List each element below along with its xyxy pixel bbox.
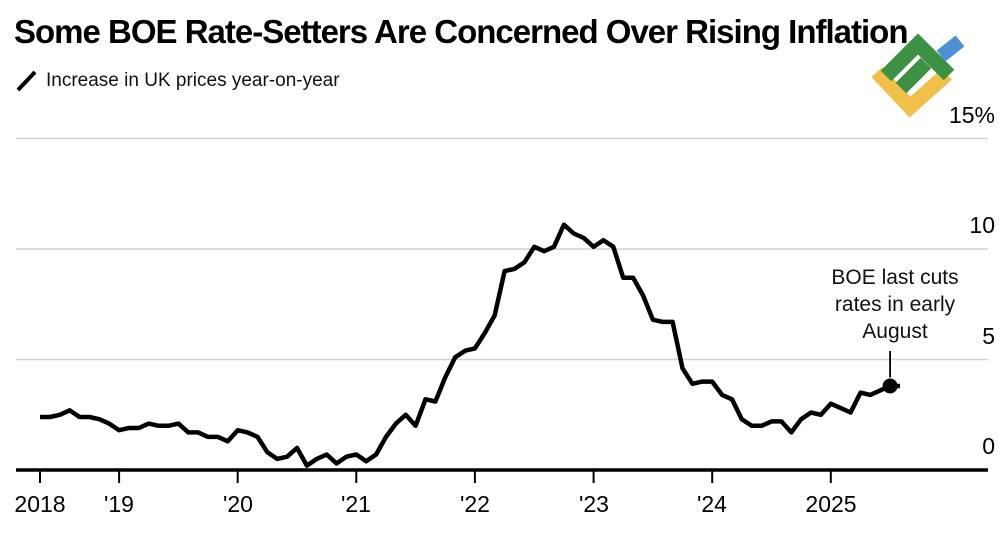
annotation-line-3: August — [862, 320, 928, 343]
latest-point-dot — [882, 378, 898, 394]
y-axis-label: 0 — [982, 433, 995, 459]
annotation-boe-rate-cut: BOE last cuts rates in early August — [793, 264, 997, 345]
page-title: Some BOE Rate-Setters Are Concerned Over… — [14, 13, 908, 50]
x-axis-label: 2018 — [14, 491, 66, 517]
legend-line-icon — [16, 70, 37, 92]
logo-green-bar — [895, 57, 932, 94]
x-axis-label: '21 — [341, 491, 371, 517]
x-axis-label: '19 — [104, 491, 134, 517]
annotation-line-2: rates in early — [834, 293, 956, 316]
inflation-series-line — [40, 222, 900, 468]
litefinance-logo — [871, 33, 965, 118]
logo-blue-tip — [936, 35, 965, 62]
x-axis-label: '20 — [223, 491, 253, 517]
logo-green-chevron — [880, 33, 955, 82]
y-axis-label: 10 — [969, 212, 995, 238]
x-axis-label: '23 — [579, 491, 609, 517]
y-axis-label: 15% — [948, 102, 995, 128]
x-axis-label: 2025 — [805, 491, 857, 517]
legend: Increase in UK prices year-on-year — [14, 68, 340, 94]
annotation-line-1: BOE last cuts — [831, 266, 959, 289]
x-axis-label: '24 — [697, 491, 727, 517]
logo-yellow-check — [871, 66, 952, 118]
legend-label: Increase in UK prices year-on-year — [46, 70, 340, 91]
x-axis-label: '22 — [460, 491, 490, 517]
y-axis-label: 5 — [982, 323, 995, 349]
